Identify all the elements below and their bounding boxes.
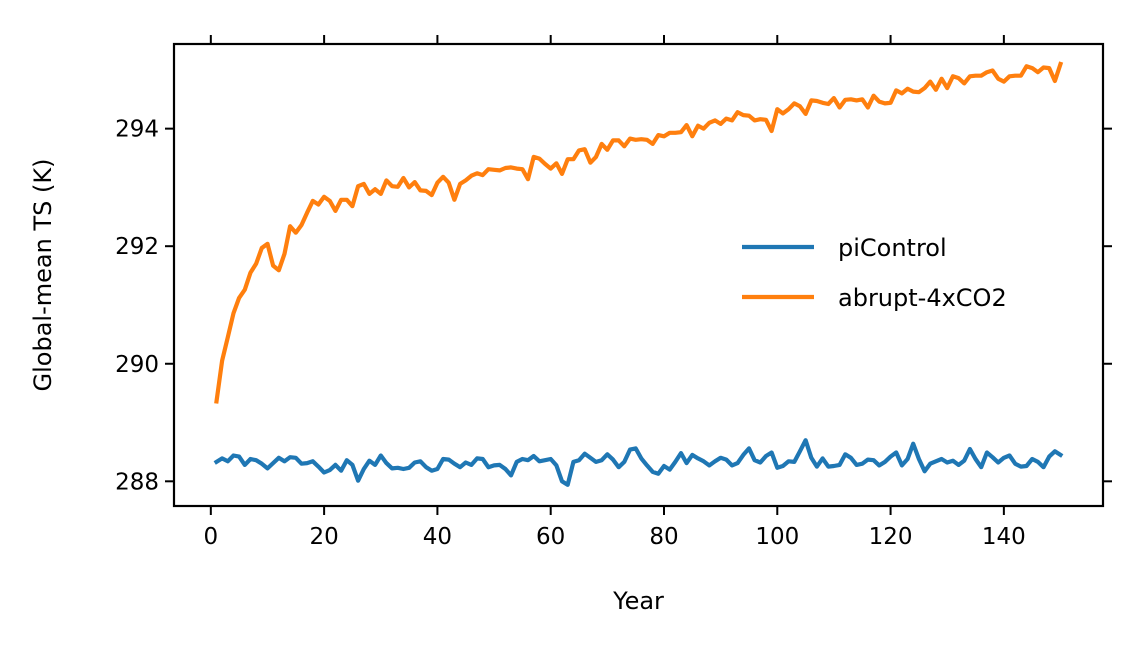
x-tick-label: 100: [755, 524, 799, 550]
x-axis-label: Year: [612, 587, 664, 615]
legend-label-picontrol: piControl: [838, 234, 947, 262]
x-tick-label: 80: [649, 524, 678, 550]
y-axis-label: Global-mean TS (K): [29, 159, 57, 392]
x-tick-label: 40: [423, 524, 452, 550]
x-tick-label: 140: [982, 524, 1026, 550]
y-tick-label: 292: [115, 234, 159, 260]
plot-frame: [172, 42, 1105, 508]
y-tick-label: 288: [115, 469, 159, 495]
y-tick-label: 294: [115, 117, 159, 143]
axis-ticks: [165, 35, 1112, 515]
tick-labels: 0 20 40 60 80 100 120 140 288 290 292 294: [115, 117, 1026, 550]
x-tick-label: 0: [203, 524, 218, 550]
series-line-abrupt-4xco2: [214, 61, 1064, 404]
y-tick-label: 290: [115, 352, 159, 378]
series-lines: [213, 61, 1064, 487]
series-line-picontrol: [213, 438, 1064, 487]
legend-label-abrupt-4xco2: abrupt-4xCO2: [838, 284, 1007, 312]
legend: piControl abrupt-4xCO2: [742, 234, 1007, 312]
x-tick-label: 60: [536, 524, 565, 550]
x-tick-label: 120: [869, 524, 913, 550]
x-tick-label: 20: [309, 524, 338, 550]
